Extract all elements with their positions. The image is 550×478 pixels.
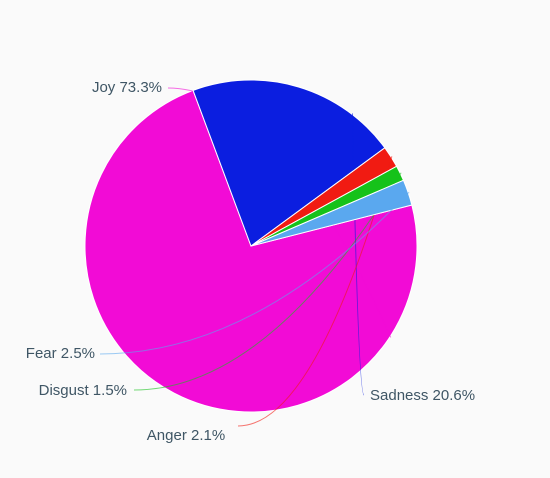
slice-label-sadness: Sadness 20.6% — [370, 387, 475, 404]
pie-slice-sadness[interactable] — [192, 79, 386, 247]
slice-label-joy: Joy 73.3% — [92, 79, 162, 96]
leader-line-anger — [237, 156, 393, 427]
leader-line-disgust — [133, 172, 402, 391]
slice-label-fear: Fear 2.5% — [26, 345, 95, 362]
pie-slice-joy[interactable] — [84, 89, 418, 413]
leader-line-fear — [99, 191, 410, 355]
slice-label-anger: Anger 2.1% — [147, 427, 225, 444]
slice-label-disgust: Disgust 1.5% — [39, 382, 127, 399]
